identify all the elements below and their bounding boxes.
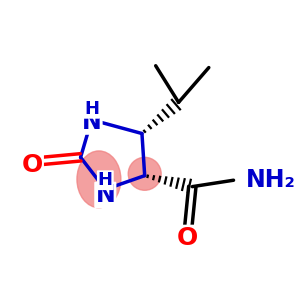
Text: H: H (84, 100, 99, 118)
Text: O: O (177, 226, 198, 250)
Text: N: N (82, 110, 101, 134)
Text: H: H (98, 171, 113, 189)
Ellipse shape (77, 151, 121, 208)
Text: N: N (95, 183, 115, 207)
Text: O: O (21, 153, 43, 177)
Text: NH₂: NH₂ (246, 168, 296, 192)
Circle shape (128, 157, 161, 190)
